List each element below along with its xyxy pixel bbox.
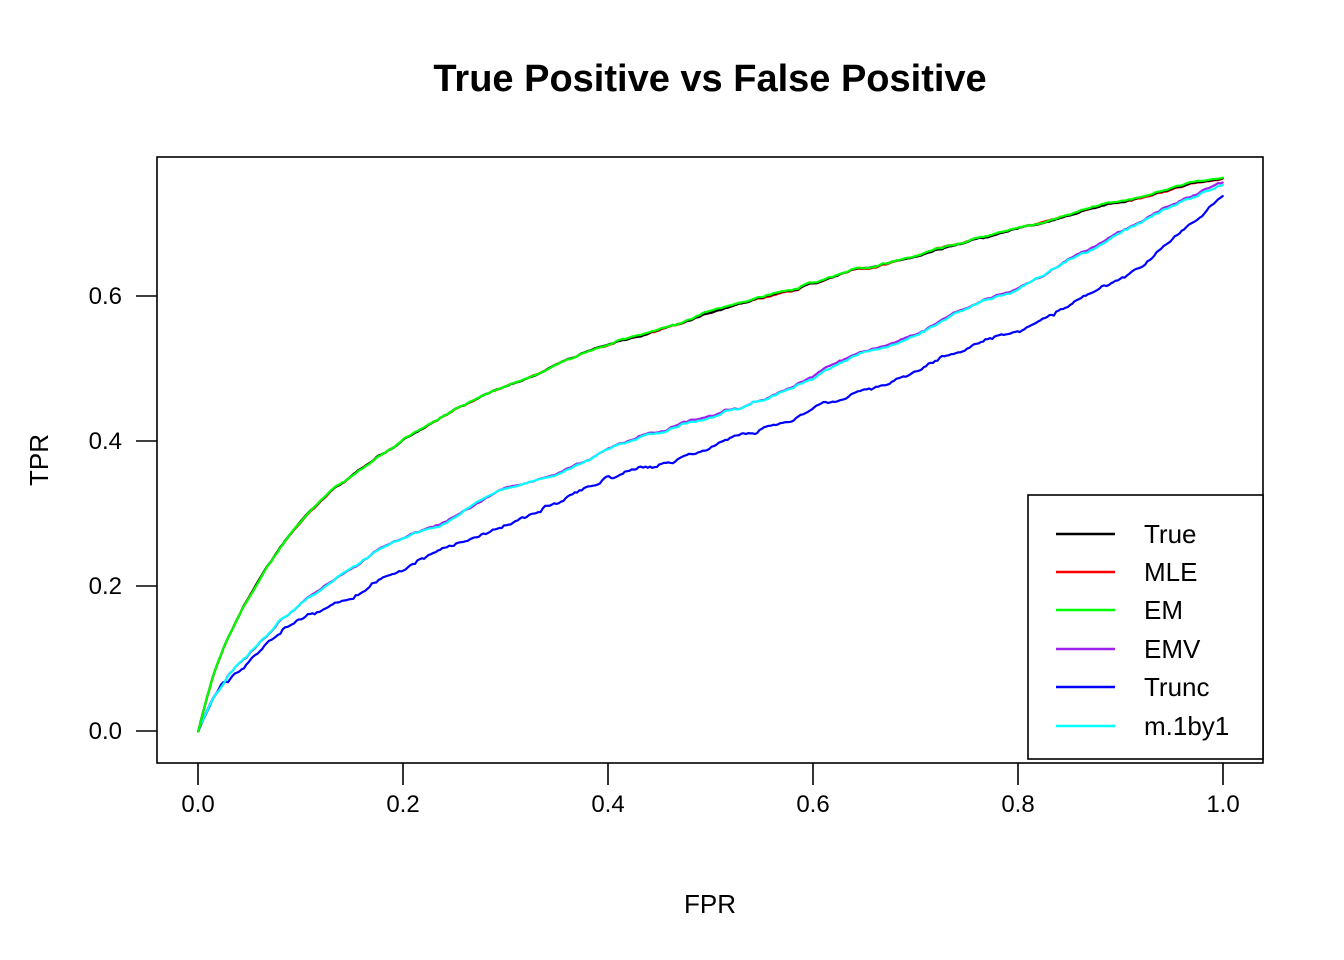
svg-text:0.4: 0.4: [591, 791, 624, 818]
svg-text:TPR: TPR: [24, 434, 54, 486]
svg-text:0.2: 0.2: [89, 573, 122, 600]
svg-text:0.8: 0.8: [1001, 791, 1034, 818]
svg-text:0.0: 0.0: [181, 791, 214, 818]
svg-text:0.6: 0.6: [89, 283, 122, 310]
svg-text:True: True: [1144, 519, 1197, 549]
svg-text:0.2: 0.2: [386, 791, 419, 818]
svg-text:MLE: MLE: [1144, 557, 1197, 587]
svg-text:1.0: 1.0: [1206, 791, 1239, 818]
svg-text:0.6: 0.6: [796, 791, 829, 818]
svg-text:Trunc: Trunc: [1144, 672, 1210, 702]
svg-text:FPR: FPR: [684, 889, 736, 919]
svg-text:EM: EM: [1144, 595, 1183, 625]
svg-text:m.1by1: m.1by1: [1144, 711, 1229, 741]
svg-text:True Positive vs False Positiv: True Positive vs False Positive: [433, 58, 986, 100]
svg-text:0.0: 0.0: [89, 718, 122, 745]
svg-text:EMV: EMV: [1144, 634, 1201, 664]
svg-text:0.4: 0.4: [89, 428, 122, 455]
